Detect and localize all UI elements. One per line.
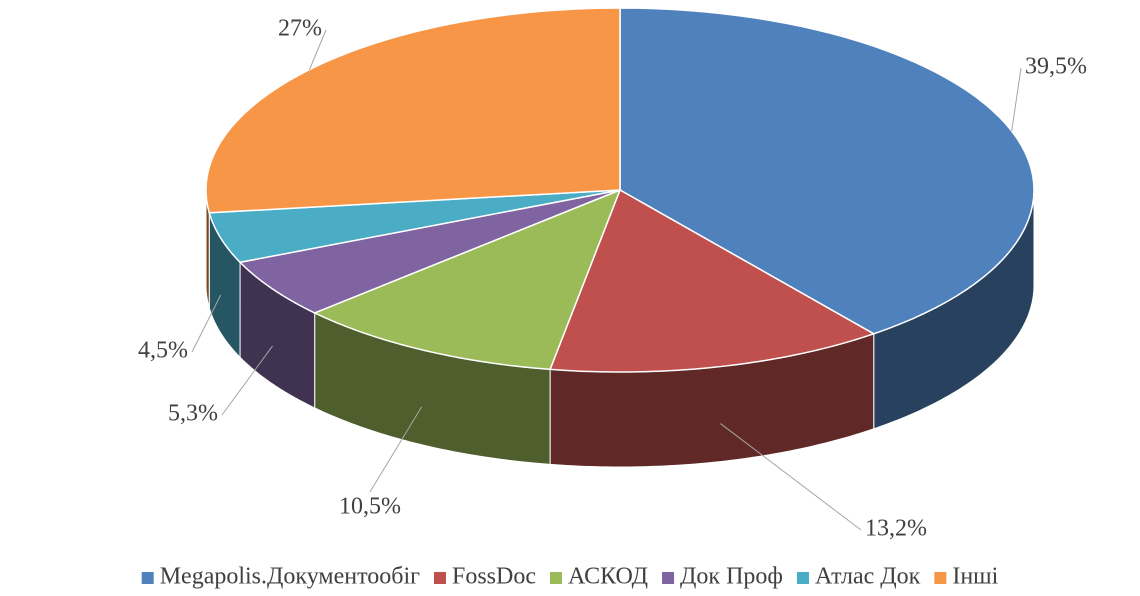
legend: Megapolis.Документообіг FossDoc АСКОД Док П… bbox=[141, 564, 999, 590]
leader-line bbox=[308, 29, 327, 70]
data-label: 13,2% bbox=[865, 516, 927, 542]
legend-marker bbox=[662, 572, 675, 584]
legend-label: Док Проф bbox=[680, 564, 783, 590]
legend-marker bbox=[433, 572, 446, 584]
legend-label: Інші bbox=[952, 564, 998, 590]
legend-marker bbox=[796, 572, 809, 584]
data-label: 10,5% bbox=[339, 494, 401, 520]
legend-label: Megapolis.Документообіг bbox=[160, 564, 420, 590]
data-label: 5,3% bbox=[168, 401, 218, 427]
leader-line bbox=[1011, 67, 1022, 132]
legend-marker bbox=[549, 572, 562, 584]
slice bbox=[549, 188, 876, 373]
slice bbox=[238, 189, 621, 314]
leader-line bbox=[221, 345, 273, 416]
legend-label: FossDoc bbox=[452, 564, 536, 590]
leader-line bbox=[720, 423, 862, 531]
data-label: 27% bbox=[278, 16, 322, 42]
slice bbox=[208, 189, 621, 264]
leader-line bbox=[369, 406, 423, 493]
data-label: 4,5% bbox=[138, 338, 188, 364]
legend-label: Атлас Док bbox=[815, 564, 921, 590]
leader-line bbox=[191, 294, 222, 353]
legend-marker bbox=[141, 572, 154, 584]
slice bbox=[312, 188, 622, 371]
slice bbox=[205, 7, 621, 214]
data-label: 39,5% bbox=[1025, 54, 1087, 80]
legend-label: АСКОД bbox=[568, 564, 648, 590]
legend-marker bbox=[934, 572, 947, 584]
